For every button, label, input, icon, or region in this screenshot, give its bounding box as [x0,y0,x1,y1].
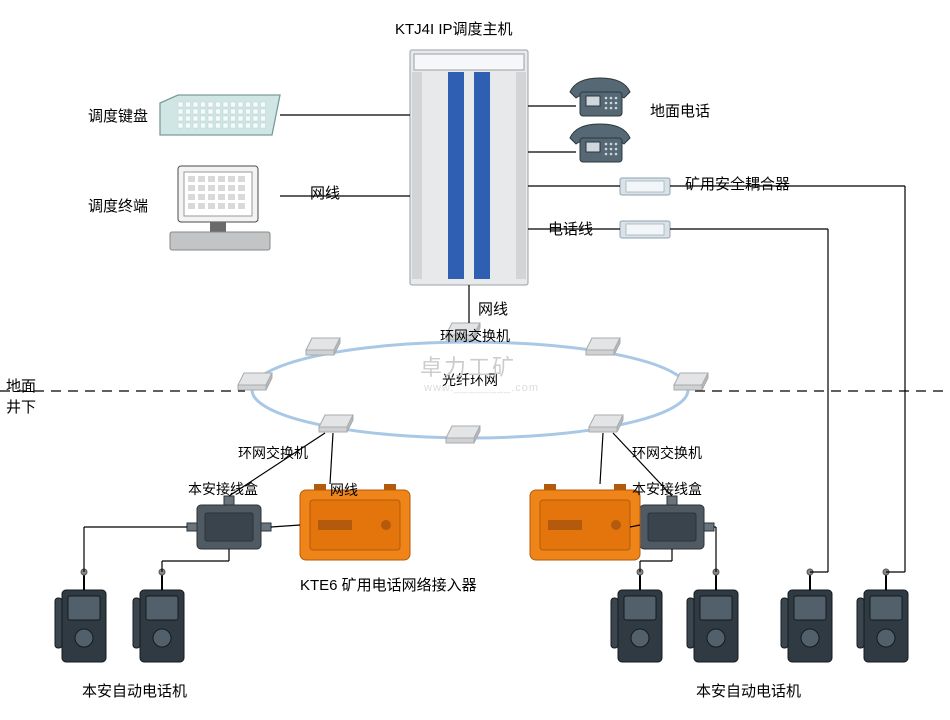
phone-line-label: 电话线 [548,218,593,239]
is-phone-label-right: 本安自动电话机 [696,680,801,701]
ring-switch-label-bl: 环网交换机 [238,443,308,463]
ring-switch-label-top: 环网交换机 [440,326,510,346]
fiber-ring-label: 光纤环网 [442,370,498,390]
network-topology-diagram: KTJ4I IP调度主机 调度键盘 调度终端 网线 地面电话 矿用安全耦合器 电… [0,0,950,720]
kte6-label: KTE6 矿用电话网络接入器 [300,574,477,595]
is-jbox-label-right: 本安接线盒 [632,479,702,499]
netcable-label-1: 网线 [310,182,340,203]
netcable-label-3: 网线 [330,480,358,500]
surface-phone-label: 地面电话 [650,100,710,121]
is-phone-label-left: 本安自动电话机 [82,680,187,701]
underground-label: 井下 [6,396,36,417]
ring-switch-label-br: 环网交换机 [632,443,702,463]
title-label: KTJ4I IP调度主机 [395,18,513,39]
is-jbox-label-left: 本安接线盒 [188,479,258,499]
mine-coupler-label: 矿用安全耦合器 [685,173,790,194]
ground-label: 地面 [6,375,36,396]
netcable-label-2: 网线 [478,298,508,319]
dispatch-terminal-label: 调度终端 [88,195,148,216]
dispatch-keyboard-label: 调度键盘 [88,105,148,126]
